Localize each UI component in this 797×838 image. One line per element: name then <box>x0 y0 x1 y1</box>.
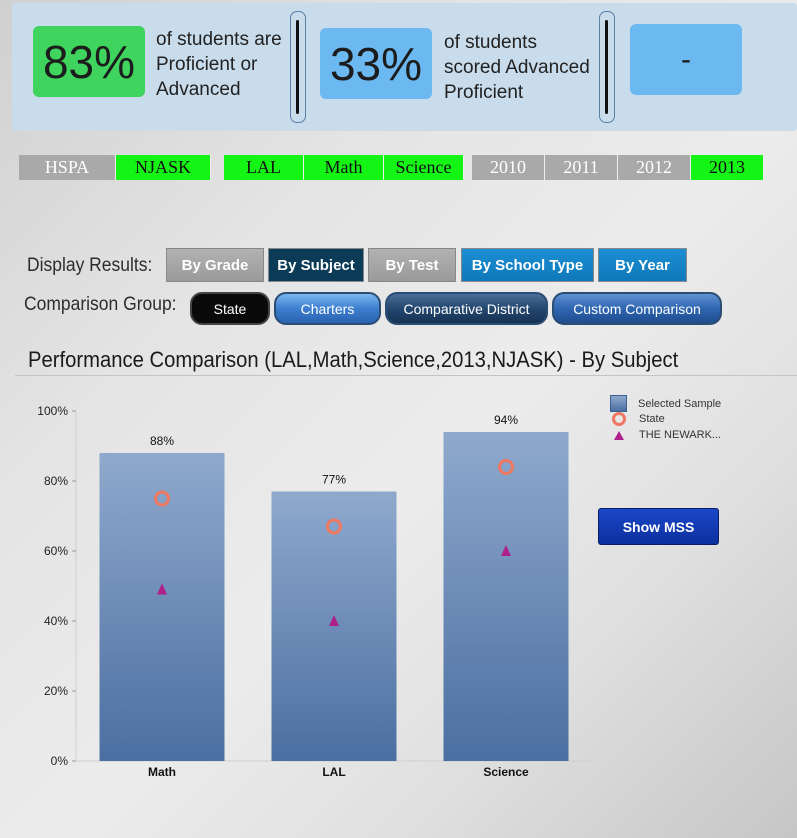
proficient-line-1: of students are <box>156 29 282 50</box>
by-school-type-button[interactable]: By School Type <box>461 248 594 282</box>
x-tick-label: LAL <box>322 765 345 779</box>
legend-label-selected-sample: Selected Sample <box>638 397 722 410</box>
chart-title: Performance Comparison (LAL,Math,Science… <box>28 347 679 372</box>
y-tick-label: 0% <box>51 754 69 768</box>
y-tick-label: 40% <box>44 614 68 628</box>
proficient-percent-box: 83% <box>33 26 145 97</box>
x-tick-label: Science <box>483 765 529 779</box>
filter-subject-math[interactable]: Math <box>304 155 384 180</box>
legend-item-selected-sample: Selected Sample <box>610 395 721 412</box>
advanced-line-1: of students <box>444 32 537 53</box>
proficient-percent-value: 83% <box>42 35 136 88</box>
y-tick-label: 100% <box>37 404 68 418</box>
filter-test-njask[interactable]: NJASK <box>116 155 211 180</box>
custom-comparison-button[interactable]: Custom Comparison <box>552 292 722 325</box>
y-tick-label: 20% <box>44 684 68 698</box>
bar-data-label: 94% <box>494 413 518 427</box>
district-marker <box>329 615 339 626</box>
third-kpi-box: - <box>630 24 742 95</box>
display-results-label: Display Results: <box>27 255 153 276</box>
district-marker <box>501 545 511 556</box>
by-grade-button[interactable]: By Grade <box>166 248 264 282</box>
filter-year-2012[interactable]: 2012 <box>618 155 691 180</box>
legend-bar-swatch-icon <box>610 395 627 412</box>
legend-label-state: State <box>639 413 665 425</box>
state-marker <box>498 459 514 475</box>
filter-test-hspa[interactable]: HSPA <box>19 155 116 180</box>
filter-year-2013[interactable]: 2013 <box>691 155 764 180</box>
proficient-line-2: Proficient or <box>156 54 258 75</box>
district-marker <box>157 583 167 595</box>
filter-subject-lal[interactable]: LAL <box>224 155 304 180</box>
third-kpi-value: - <box>681 42 691 76</box>
kpi-divider <box>599 11 615 123</box>
bar-math <box>99 453 225 761</box>
legend-label-district: THE NEWARK... <box>639 429 722 441</box>
advanced-percent-box: 33% <box>320 28 432 99</box>
kpi-divider <box>290 11 306 123</box>
proficient-line-3: Advanced <box>156 79 241 100</box>
advanced-percent-value: 33% <box>329 37 423 90</box>
filter-year-2010[interactable]: 2010 <box>472 155 545 180</box>
legend-item-state: State <box>610 412 665 426</box>
comparison-group-label: Comparison Group: <box>24 294 177 315</box>
filter-year-2011[interactable]: 2011 <box>545 155 618 180</box>
title-divider <box>15 375 797 376</box>
state-marker <box>326 518 342 535</box>
advanced-line-2: scored Advanced <box>444 57 590 78</box>
by-year-button[interactable]: By Year <box>598 248 687 282</box>
y-tick-label: 60% <box>44 544 68 558</box>
state-comparison-button[interactable]: State <box>190 292 270 325</box>
x-tick-label: Math <box>148 765 176 779</box>
kpi-panel: 83% of students are Proficient or Advanc… <box>12 3 797 131</box>
comparative-district-button[interactable]: Comparative District <box>385 292 548 325</box>
filter-subject-science[interactable]: Science <box>384 155 464 180</box>
proficient-description: of students are Proficient or Advanced <box>156 27 282 102</box>
show-mss-button[interactable]: Show MSS <box>598 508 719 545</box>
by-test-button[interactable]: By Test <box>368 248 456 282</box>
by-subject-button[interactable]: By Subject <box>268 248 364 282</box>
bar-science <box>443 432 569 761</box>
state-marker <box>154 490 170 507</box>
advanced-line-3: Proficient <box>444 82 524 103</box>
charters-comparison-button[interactable]: Charters <box>274 292 381 325</box>
legend-item-district: THE NEWARK... <box>610 429 721 441</box>
legend-circle-marker-icon <box>612 412 626 426</box>
advanced-description: of students scored Advanced Proficient <box>444 30 590 105</box>
legend-triangle-marker-icon <box>614 430 624 440</box>
bar-data-label: 77% <box>322 473 346 487</box>
bar-lal <box>271 491 397 761</box>
bar-data-label: 88% <box>150 434 174 448</box>
y-tick-label: 80% <box>44 474 68 488</box>
